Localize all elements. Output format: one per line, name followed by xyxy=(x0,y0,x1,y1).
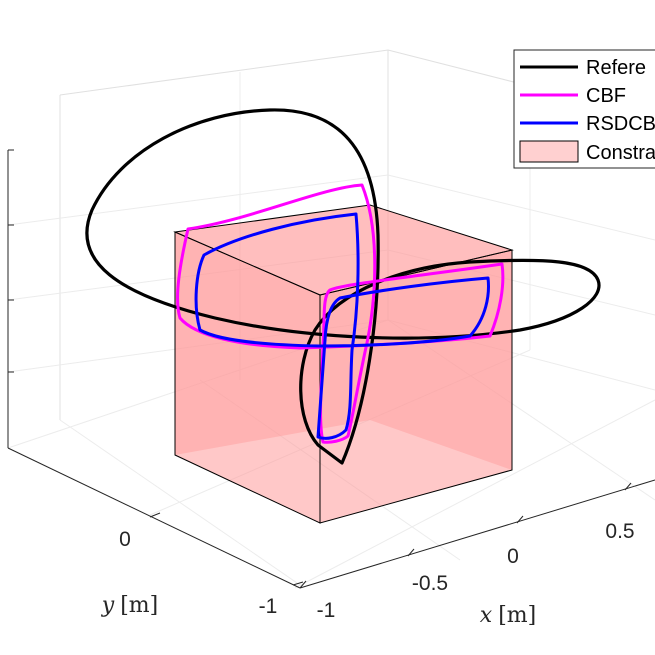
legend-label-reference: Refere xyxy=(586,57,646,79)
constraint-box xyxy=(173,204,514,524)
y-tick-label: -1 xyxy=(259,595,278,618)
x-tick-label: -1 xyxy=(317,599,336,622)
reference-trajectory xyxy=(85,108,601,465)
axis-lines xyxy=(7,149,655,589)
legend-label-constraint: Constra xyxy=(586,142,655,164)
legend-label-rsdcbf: RSDCB xyxy=(586,113,655,135)
constraint-face-front-right xyxy=(319,249,513,524)
x-tick-label: 0 xyxy=(507,545,519,568)
axis-labels: y [m] x [m] xyxy=(101,593,536,628)
trajectory-lines xyxy=(85,108,601,465)
x-axis-label: x [m] xyxy=(480,603,536,628)
tick-labels: 0 -1 -1 -0.5 0 0.5 xyxy=(119,520,634,622)
legend-swatch-constraint xyxy=(519,140,579,163)
rsdcbf-trajectory xyxy=(194,212,490,440)
y-axis-label: y [m] xyxy=(101,593,158,618)
legend: Refere CBF RSDCB Constra xyxy=(513,49,655,169)
x-tick-label: -0.5 xyxy=(412,572,448,595)
y-tick-label: 0 xyxy=(119,528,131,551)
x-tick-label: 0.5 xyxy=(605,520,634,543)
constraint-face-top xyxy=(173,204,514,296)
legend-label-cbf: CBF xyxy=(586,85,626,107)
